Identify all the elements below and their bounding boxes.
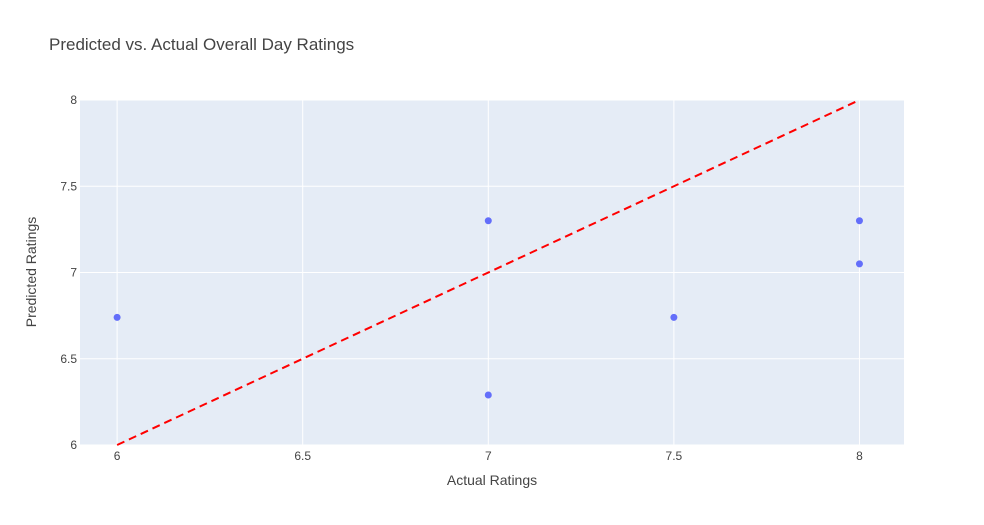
x-tick-label: 6 <box>114 449 121 463</box>
data-point <box>670 313 678 321</box>
data-points <box>113 217 863 399</box>
x-tick-label: 8 <box>856 449 863 463</box>
data-point <box>484 391 492 399</box>
y-tick-label: 7.5 <box>60 179 77 193</box>
data-point <box>113 313 121 321</box>
reference-line <box>116 99 860 446</box>
y-tick-label: 6 <box>70 438 77 452</box>
y-axis-title: Predicted Ratings <box>23 217 39 328</box>
data-point <box>484 217 492 225</box>
y-tick-label: 7 <box>70 266 77 280</box>
x-tick-label: 7.5 <box>666 449 683 463</box>
x-tick-label: 6.5 <box>294 449 311 463</box>
y-axis-ticks: 6 6.5 7 7.5 8 <box>60 93 77 452</box>
chart-title: Predicted vs. Actual Overall Day Ratings <box>49 35 354 54</box>
x-axis-ticks: 6 6.5 7 7.5 8 <box>114 449 863 463</box>
y-tick-label: 8 <box>70 93 77 107</box>
y-tick-label: 6.5 <box>60 352 77 366</box>
x-axis-title: Actual Ratings <box>447 472 537 488</box>
data-point <box>855 217 863 225</box>
x-tick-label: 7 <box>485 449 492 463</box>
reference-line-layer <box>116 99 860 446</box>
data-point <box>855 260 863 268</box>
